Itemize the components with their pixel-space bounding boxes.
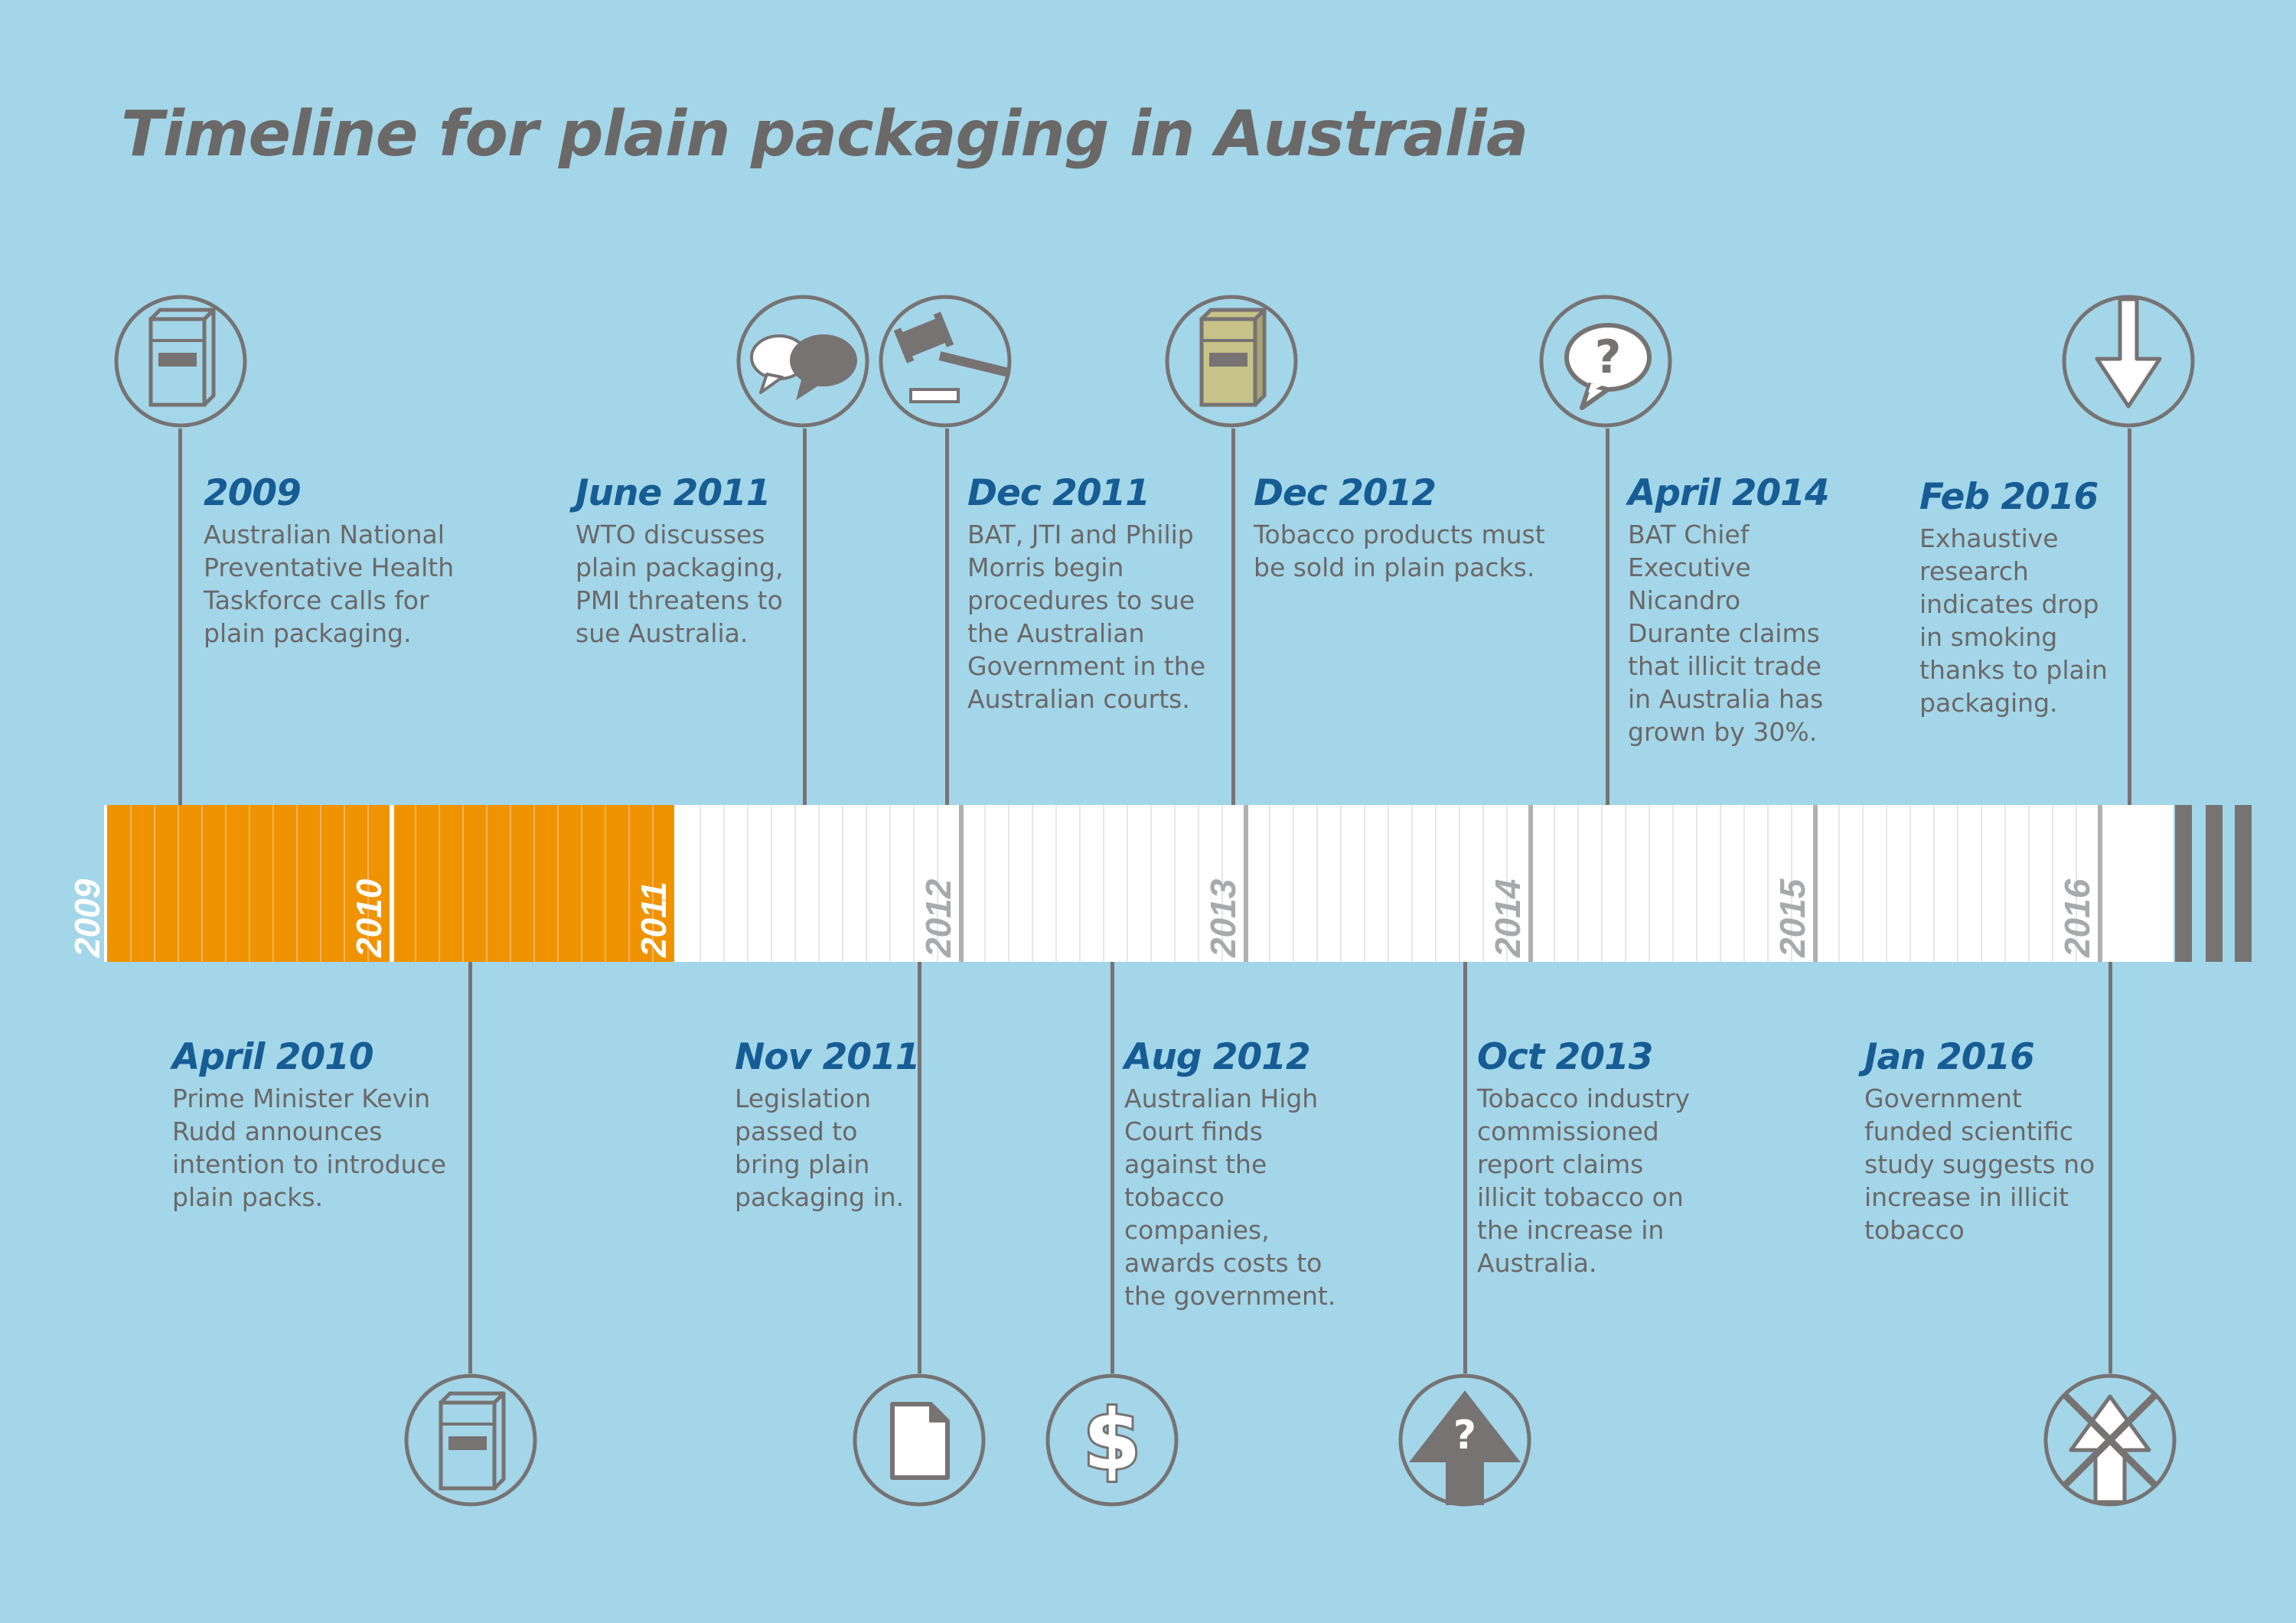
event-date: April 2014	[1628, 472, 1830, 514]
crossed-arrow-up-icon	[2043, 1374, 2177, 1507]
event-april-2010: April 2010 Prime Minister Kevin Rudd ann…	[172, 1036, 448, 1214]
event-date: Oct 2013	[1477, 1036, 1653, 1078]
event-description: Tobacco products must be sold in plain p…	[1254, 520, 1545, 582]
connector-line	[803, 429, 807, 805]
connector-line	[1606, 429, 1609, 805]
year-divider-2014	[1528, 805, 1533, 962]
event-date: Feb 2016	[1919, 476, 2099, 518]
event-aug-2012: Aug 2012 Australian High Court finds aga…	[1124, 1036, 1400, 1312]
connector-line	[945, 429, 949, 805]
year-divider-2015	[1813, 805, 1818, 962]
event-description: BAT Chief Executive Nicandro Durante cla…	[1628, 520, 1824, 747]
event-2009: 2009 Australian National Preventative He…	[204, 472, 479, 650]
year-label-2014: 2014	[1488, 879, 1528, 958]
event-description: Exhaustive research indicates drop in sm…	[1919, 523, 2108, 718]
event-description: Government funded scientific study sugge…	[1864, 1084, 2095, 1245]
connector-line	[2108, 962, 2112, 1374]
year-label-2015: 2015	[1773, 878, 1812, 958]
year-divider-2011	[674, 805, 679, 962]
event-feb-2016: Feb 2016 Exhaustive research indicates d…	[1919, 476, 2195, 719]
event-oct-2013: Oct 2013 Tobacco industry commissioned r…	[1477, 1036, 1753, 1279]
end-stripe	[2235, 805, 2252, 962]
svg-text:$: $	[1083, 1393, 1140, 1488]
event-april-2014: April 2014 BAT Chief Executive Nicandro …	[1628, 472, 1903, 748]
dollar-icon: $	[1045, 1374, 1179, 1507]
year-label-2011: 2011	[634, 882, 673, 958]
year-divider-2016	[2098, 805, 2102, 962]
bar-start-edge	[104, 805, 107, 962]
event-date: 2009	[204, 472, 302, 514]
event-description: WTO discusses plain packaging, PMI threa…	[576, 520, 784, 648]
event-description: Legislation passed to bring plain packag…	[735, 1084, 905, 1212]
page-title: Timeline for plain packaging in Australi…	[121, 98, 1528, 171]
end-stripe	[2206, 805, 2223, 962]
question-bubble-icon: ?	[1539, 295, 1672, 428]
year-divider-2012	[959, 805, 964, 962]
event-date: April 2010	[172, 1036, 374, 1078]
cigarette-pack-icon	[114, 295, 247, 428]
svg-text:?: ?	[1453, 1413, 1476, 1458]
year-label-2013: 2013	[1203, 878, 1243, 958]
event-jan-2016: Jan 2016 Government funded scientific st…	[1864, 1036, 2140, 1247]
question-arrow-up-icon: ?	[1398, 1374, 1531, 1507]
year-label-2016: 2016	[2057, 878, 2097, 958]
plain-pack-icon	[1165, 295, 1298, 428]
gavel-icon	[879, 295, 1012, 428]
cigarette-pack-icon	[404, 1374, 537, 1507]
year-divider-2010	[390, 805, 394, 962]
connector-line	[918, 962, 921, 1374]
year-label-2009: 2009	[67, 878, 107, 958]
document-icon	[853, 1374, 986, 1507]
arrow-down-icon	[2062, 295, 2195, 428]
event-date: Jan 2016	[1864, 1036, 2035, 1078]
svg-text:?: ?	[1595, 331, 1622, 384]
event-june-2011: June 2011 WTO discusses plain packaging,…	[576, 472, 851, 650]
event-description: Australian High Court finds against the …	[1124, 1084, 1336, 1311]
event-description: Prime Minister Kevin Rudd announces inte…	[172, 1084, 446, 1212]
connector-line	[1110, 962, 1114, 1374]
event-date: Dec 2012	[1254, 472, 1437, 514]
connector-line	[468, 962, 472, 1374]
connector-line	[178, 429, 182, 805]
connector-line	[1463, 962, 1467, 1374]
event-nov-2011: Nov 2011 Legislation passed to bring pla…	[735, 1036, 1010, 1214]
event-description: Tobacco industry commissioned report cla…	[1477, 1084, 1691, 1278]
event-date: June 2011	[576, 472, 771, 514]
end-stripe	[2175, 805, 2192, 962]
year-label-2010: 2010	[349, 878, 389, 958]
year-divider-2013	[1244, 805, 1248, 962]
event-date: Dec 2011	[967, 472, 1150, 514]
year-label-2012: 2012	[918, 878, 958, 958]
connector-line	[2128, 429, 2131, 805]
event-dec-2011: Dec 2011 BAT, JTI and Philip Morris begi…	[967, 472, 1243, 715]
event-date: Nov 2011	[735, 1036, 920, 1078]
connector-line	[1231, 429, 1235, 805]
event-date: Aug 2012	[1124, 1036, 1311, 1078]
event-dec-2012: Dec 2012 Tobacco products must be sold i…	[1254, 472, 1545, 584]
event-description: BAT, JTI and Philip Morris begin procedu…	[967, 520, 1206, 714]
event-description: Australian National Preventative Health …	[204, 520, 455, 648]
speech-bubbles-icon	[736, 295, 869, 428]
